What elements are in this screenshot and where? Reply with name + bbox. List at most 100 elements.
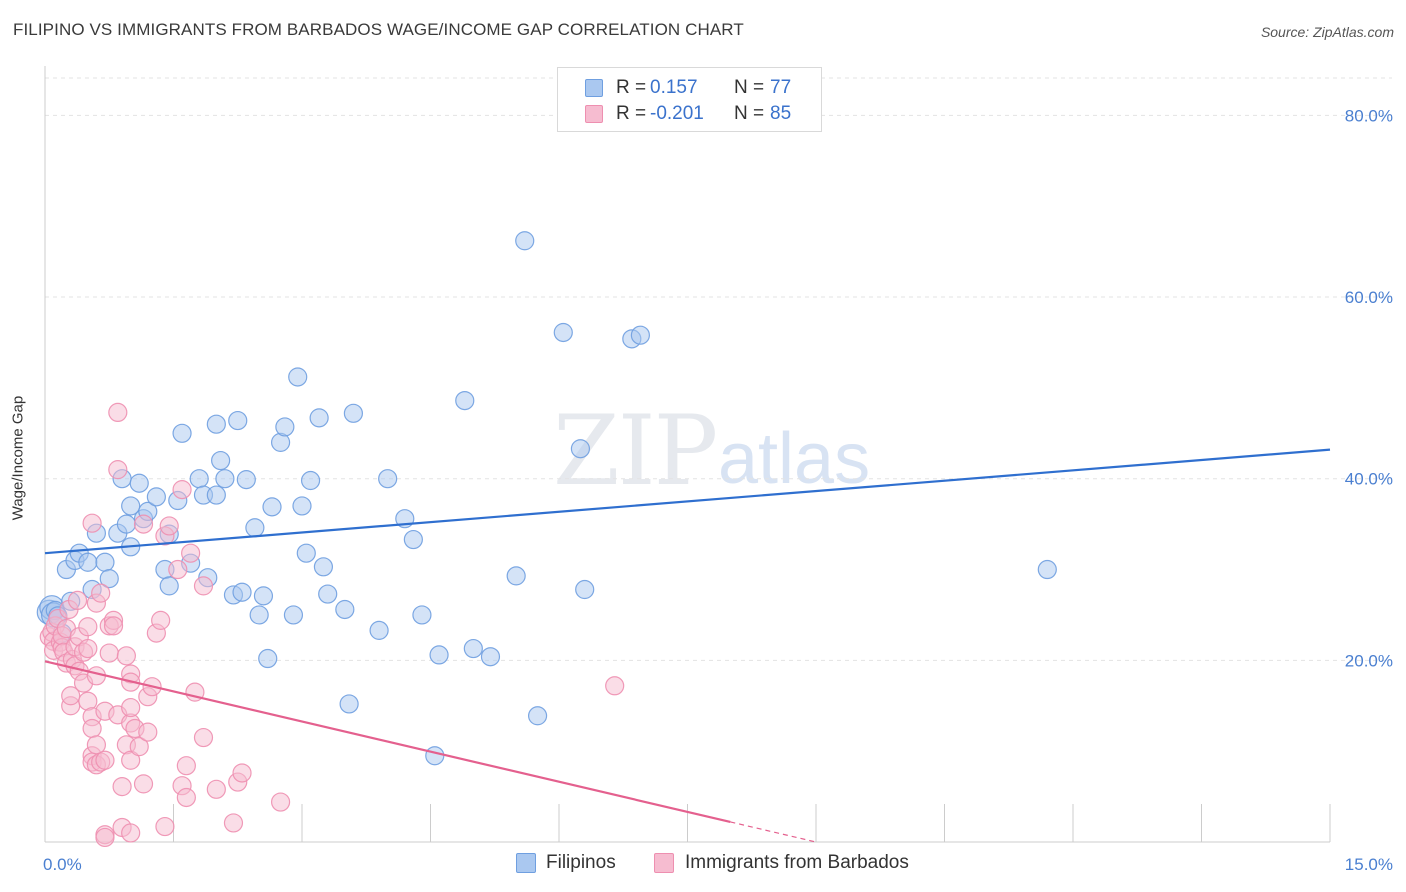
filipinos-point: [335, 599, 355, 620]
filipinos-point: [99, 569, 119, 589]
legend-row-barbados: R = -0.201 N = 85: [558, 101, 821, 127]
n-label: N =: [734, 103, 765, 124]
barbados-point: [108, 402, 128, 423]
filipinos-point: [228, 410, 248, 431]
filipinos-point: [215, 469, 235, 489]
filipinos-point: [527, 706, 548, 726]
barbados-point: [605, 676, 625, 696]
r-value: 0.157: [650, 77, 698, 98]
barbados-point: [99, 643, 119, 663]
barbados-point: [95, 750, 115, 770]
filipinos-point: [425, 746, 445, 766]
filipinos-legend-swatch: [516, 853, 536, 873]
barbados-point: [61, 686, 81, 706]
filipinos-point: [249, 605, 269, 625]
barbados-point: [193, 727, 214, 748]
filipinos-point: [121, 496, 141, 516]
barbados-point: [181, 543, 201, 563]
y-tick-label: 40.0%: [1345, 470, 1393, 489]
barbados-legend-label: Immigrants from Barbados: [685, 852, 909, 873]
filipinos-point: [378, 469, 398, 489]
barbados-point: [121, 823, 141, 843]
barbados-point: [206, 779, 226, 799]
filipinos-point: [206, 485, 226, 505]
barbados-point: [108, 460, 128, 480]
filipinos-point: [253, 586, 274, 606]
filipinos-point: [515, 231, 535, 251]
filipinos-point: [262, 497, 282, 517]
barbados-points: [39, 402, 625, 848]
barbados-point: [151, 610, 171, 630]
barbados-point: [223, 813, 244, 833]
barbados-point: [270, 792, 291, 812]
barbados-trend-line: [44, 660, 731, 823]
filipinos-point: [403, 529, 423, 550]
filipinos-point: [412, 605, 432, 625]
filipinos-point: [553, 322, 573, 343]
barbados-point: [176, 756, 196, 776]
r-label: R =: [616, 77, 647, 98]
filipinos-point: [129, 473, 149, 493]
barbados-point: [155, 816, 175, 837]
filipinos-point: [309, 408, 329, 428]
filipinos-point: [455, 390, 475, 411]
barbados-point: [159, 516, 179, 536]
filipinos-point: [78, 552, 98, 572]
filipinos-point: [211, 450, 231, 471]
trend-lines: [44, 448, 1331, 843]
barbados-point: [116, 646, 136, 666]
filipinos-point: [292, 496, 312, 516]
filipinos-point: [283, 605, 304, 625]
filipinos-point: [575, 579, 595, 600]
gridlines: [45, 77, 1392, 661]
barbados-point: [133, 774, 154, 794]
filipinos-point: [506, 566, 526, 586]
filipinos-point: [206, 414, 226, 434]
r-label: R =: [616, 103, 647, 124]
source-label: Source: ZipAtlas.com: [1260, 24, 1394, 40]
barbados-point: [95, 827, 115, 848]
barbados-point: [129, 737, 149, 757]
filipinos-point: [116, 514, 136, 534]
barbados-point: [121, 750, 141, 770]
filipinos-point: [275, 417, 295, 437]
watermark-atlas: atlas: [718, 419, 871, 499]
axes: [44, 66, 1331, 843]
barbados-point: [103, 616, 124, 636]
barbados-point: [112, 776, 132, 797]
filipinos-point: [296, 543, 316, 563]
barbados-point: [67, 590, 88, 611]
y-tick-label: 60.0%: [1345, 288, 1393, 307]
filipinos-point: [313, 557, 334, 577]
barbados-point: [78, 638, 98, 659]
filipinos-point: [343, 403, 363, 423]
filipinos-point: [288, 367, 308, 387]
filipinos-point: [570, 439, 591, 459]
r-value: -0.201: [650, 103, 704, 124]
filipinos-point: [159, 576, 179, 596]
barbados-point: [91, 583, 111, 603]
barbados-swatch: [585, 105, 603, 123]
filipinos-point: [146, 487, 166, 507]
filipinos-swatch: [585, 79, 603, 97]
barbados-point: [176, 787, 196, 808]
filipinos-legend-label: Filipinos: [546, 852, 616, 873]
barbados-point: [78, 617, 98, 637]
x-tick-label: 15.0%: [1345, 855, 1393, 874]
barbados-point: [172, 480, 192, 500]
filipinos-point: [236, 470, 256, 490]
barbados-legend-swatch: [654, 853, 674, 873]
barbados-point: [121, 697, 141, 718]
legend-row-filipinos: R = 0.157 N = 77: [558, 75, 821, 101]
barbados-point: [138, 722, 158, 742]
barbados-point: [193, 576, 214, 596]
barbados-point: [168, 559, 188, 580]
filipinos-trend-line: [44, 448, 1331, 555]
filipinos-point: [245, 518, 265, 538]
y-tick-label: 20.0%: [1345, 651, 1393, 670]
n-value: 85: [770, 103, 792, 124]
filipinos-point: [369, 620, 389, 640]
barbados-point: [82, 513, 102, 533]
filipinos-point: [630, 325, 650, 345]
barbados-trend-extension: [730, 821, 817, 843]
